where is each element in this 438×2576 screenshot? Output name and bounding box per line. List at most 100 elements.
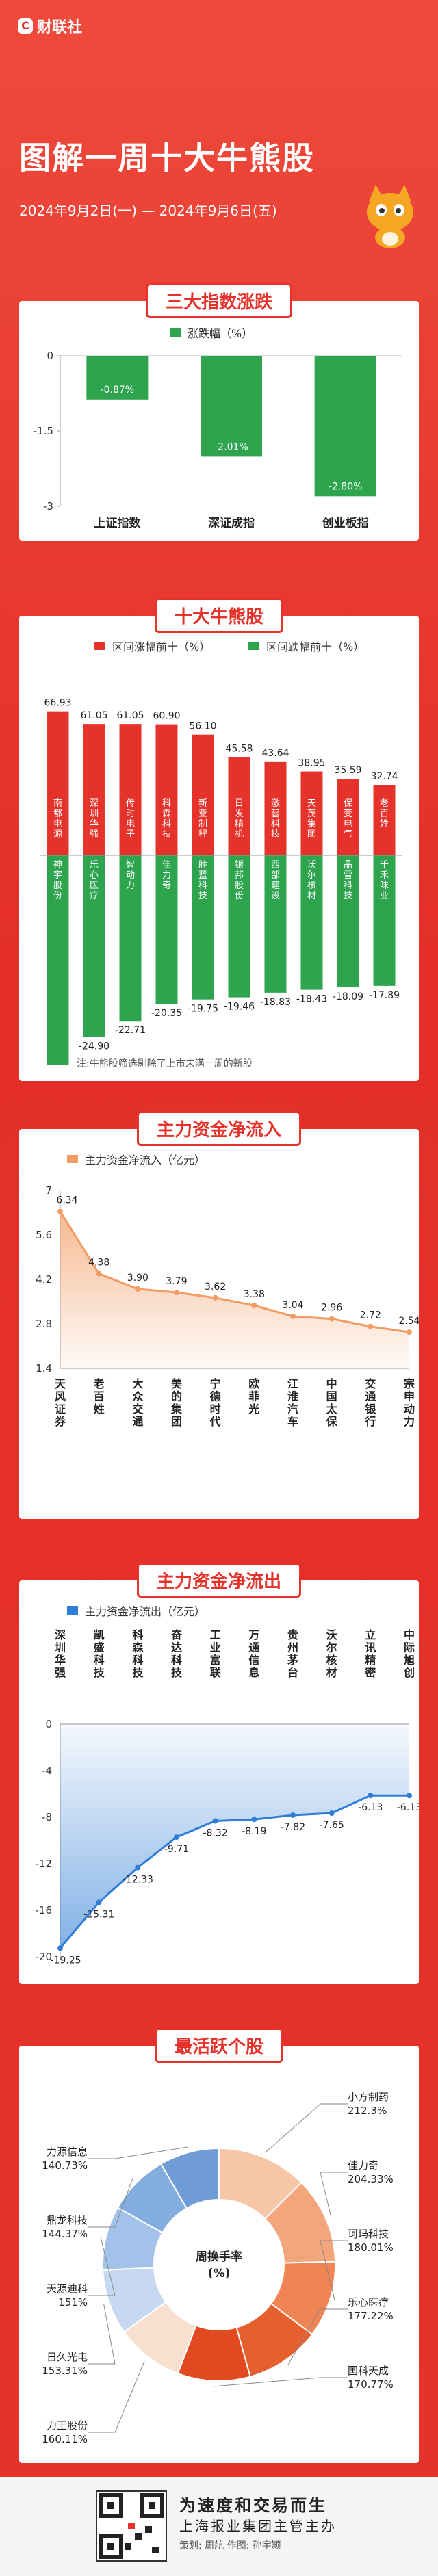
gain-bar [155,724,178,855]
loss-stock-label: 智动力 [126,860,135,891]
outflow-point [96,1899,102,1905]
outflow-point [290,1812,296,1818]
inflow-point [368,1323,374,1329]
outflow-point [174,1834,179,1840]
inflow-card-title: 主力资金净流入 [136,1111,302,1146]
loss-legend: 区间跌幅前十（%） [248,638,364,654]
gain-bar-value: 38.95 [298,758,325,769]
gain-stock-label: 科森科技 [162,798,171,840]
inflow-point-label: 3.90 [127,1273,149,1284]
inflow-area [60,1211,409,1368]
inflow-point-label: 3.79 [166,1276,187,1287]
pie-leader-line [88,2146,188,2159]
gain-bar [300,771,323,855]
gain-stock-label: 保变电气 [344,798,352,840]
inflow-category-label: 美的集团 [170,1377,183,1428]
outflow-category-label: 万通信息 [248,1628,259,1679]
outflow-point [368,1793,374,1799]
outflow-point-label: -8.32 [203,1827,228,1838]
pie-slice-value: 160.11% [42,2433,88,2445]
index-category-label: 深证成指 [208,516,255,530]
index-category-label: 上证指数 [94,516,141,530]
index-card-title: 三大指数涨跌 [145,283,293,318]
gain-stock-label: 日发精机 [235,798,244,840]
outflow-legend-label: 主力资金净流出（亿元） [85,1605,206,1618]
gain-bar-value: 60.90 [153,711,180,722]
pie-slice-value: 180.01% [348,2241,394,2254]
index-bar-value: -2.01% [214,441,248,452]
pie-leader-line [287,2308,348,2366]
gain-bar [83,724,105,855]
inflow-point-label: 2.72 [360,1310,381,1321]
gain-bar [337,779,359,855]
index-y-tick-label: -3 [43,500,53,512]
outflow-category-label: 立讯精密 [364,1628,376,1679]
pie-slice-name: 力源信息 [47,2146,88,2158]
gain-bar-value: 35.59 [334,765,361,776]
inflow-category-label: 交通银行 [364,1377,376,1428]
pie-slice-value: 177.22% [348,2310,394,2322]
loss-bar [83,855,105,1037]
outflow-point [135,1864,141,1871]
inflow-point [328,1316,335,1322]
outflow-point [328,1810,335,1817]
loss-legend-label: 区间跌幅前十（%） [266,640,365,653]
footer: 为速度和交易而生 上海报业集团主管主办 策划: 周航 作图: 孙宇颖 [0,2477,438,2576]
pie-slice-name: 小方制药 [348,2091,389,2103]
pie-leader-line [265,2103,348,2152]
loss-bar-value: -18.83 [260,997,291,1008]
index-y-tick-label: -1.5 [34,425,53,437]
outflow-category-label: 工业富联 [210,1628,221,1679]
index-card: 三大指数涨跌 涨跌幅（%） 0 -1.5 -3 -0.87% 上证指数 -2.01% 深证成… [19,283,419,541]
outflow-point-label: -6.13 [397,1802,419,1813]
outflow-point-label: -19.25 [50,1955,81,1966]
inflow-point-label: 2.96 [321,1303,342,1314]
loss-bar [192,855,214,1000]
outflow-y-tick-label: 0 [45,1718,52,1730]
pie-leader-line [320,2240,348,2302]
gain-stock-label: 南都电源 [53,798,62,840]
pie-slice-value: 140.73% [42,2159,88,2172]
outflow-y-tick-label: -4 [42,1765,52,1777]
outflow-card-title: 主力资金净流出 [136,1563,302,1598]
inflow-legend: 主力资金净流入（亿元） [67,1151,205,1167]
inflow-category-label: 欧菲光 [248,1377,259,1416]
outflow-legend: 主力资金净流出（亿元） [67,1602,205,1619]
pie-slice-name: 国科天成 [348,2365,389,2377]
gain-bar-value: 32.74 [370,771,398,782]
loss-stock-label: 神宇股份 [53,860,62,901]
outflow-category-label: 科森科技 [132,1628,144,1679]
outflow-point-label: -7.82 [281,1822,305,1833]
outflow-point-label: -8.19 [242,1826,266,1837]
gain-stock-label: 激智科技 [271,798,280,840]
pie-leader-line [88,2304,116,2365]
pie-slice-value: 153.31% [42,2365,88,2377]
pie-leader-line [88,2178,133,2228]
outflow-point [251,1817,257,1823]
inflow-category-label: 中国太保 [326,1377,338,1428]
index-y-tick-label: 0 [47,350,53,362]
cat-mascot-icon [367,185,413,248]
inflow-line [59,1210,410,1333]
outflow-point-label: -12.33 [123,1875,153,1886]
gain-stock-label: 新亚制程 [198,798,207,840]
loss-bar-value: -18.43 [296,994,327,1005]
outflow-card: 主力资金净流出 主力资金净流出（亿元） 深圳华强 凯盛科技 科森科技 奋达科技 工业富联… [19,1563,419,1984]
index-bar [201,356,262,457]
pie-leader-line [88,2236,116,2296]
inflow-legend-label: 主力资金净流入（亿元） [85,1154,206,1167]
pie-leader-line [213,2377,348,2387]
loss-bar [228,855,250,998]
index-legend-swatch [170,328,181,337]
loss-bar-value: -19.46 [224,1002,255,1013]
footer-slogan: 为速度和交易而生 [179,2496,327,2515]
pie-slice-value: 204.33% [348,2173,394,2185]
gain-bar-value: 43.64 [261,748,289,759]
inflow-category-label: 老百姓 [93,1377,105,1416]
pie-slice-name: 力王股份 [47,2419,88,2432]
brand-logo-text: 财联社 [37,19,83,36]
loss-stock-label: 晶雪科技 [344,860,352,901]
outflow-line [59,1794,409,1949]
pie-slice-name: 天源迪科 [47,2282,88,2295]
inflow-category-label: 江淮汽车 [287,1377,298,1428]
